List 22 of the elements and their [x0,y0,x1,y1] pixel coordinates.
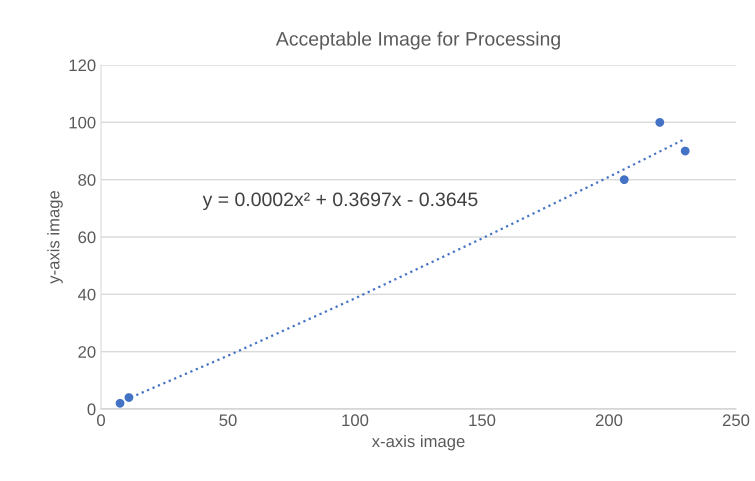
y-tick-label: 120 [70,59,96,72]
y-tick-label: 20 [78,346,96,358]
x-tick-label: 0 [97,414,105,426]
y-tick-label: 100 [70,116,96,129]
x-tick-label: 200 [596,414,622,426]
annotation: y = 0.0002x² + 0.3697x - 0.3645 [202,192,478,210]
y-axis-title: y-axis image [47,190,63,284]
y-tick-label: 0 [88,403,96,416]
y-tick-label: 80 [78,174,96,186]
x-tick-label: 100 [342,414,368,426]
x-axis-title: x-axis image [372,434,465,450]
y-tick-label: 40 [78,288,96,301]
x-tick-label: 50 [219,414,237,426]
point [124,393,134,402]
y-tick-label: 60 [78,231,96,244]
point [620,175,629,184]
point [680,146,690,156]
chart-title: Acceptable Image for Processing [276,31,560,50]
x-tick-label: 150 [469,414,496,426]
point [116,398,124,408]
point [655,118,664,127]
x-tick-label: 250 [722,414,750,426]
